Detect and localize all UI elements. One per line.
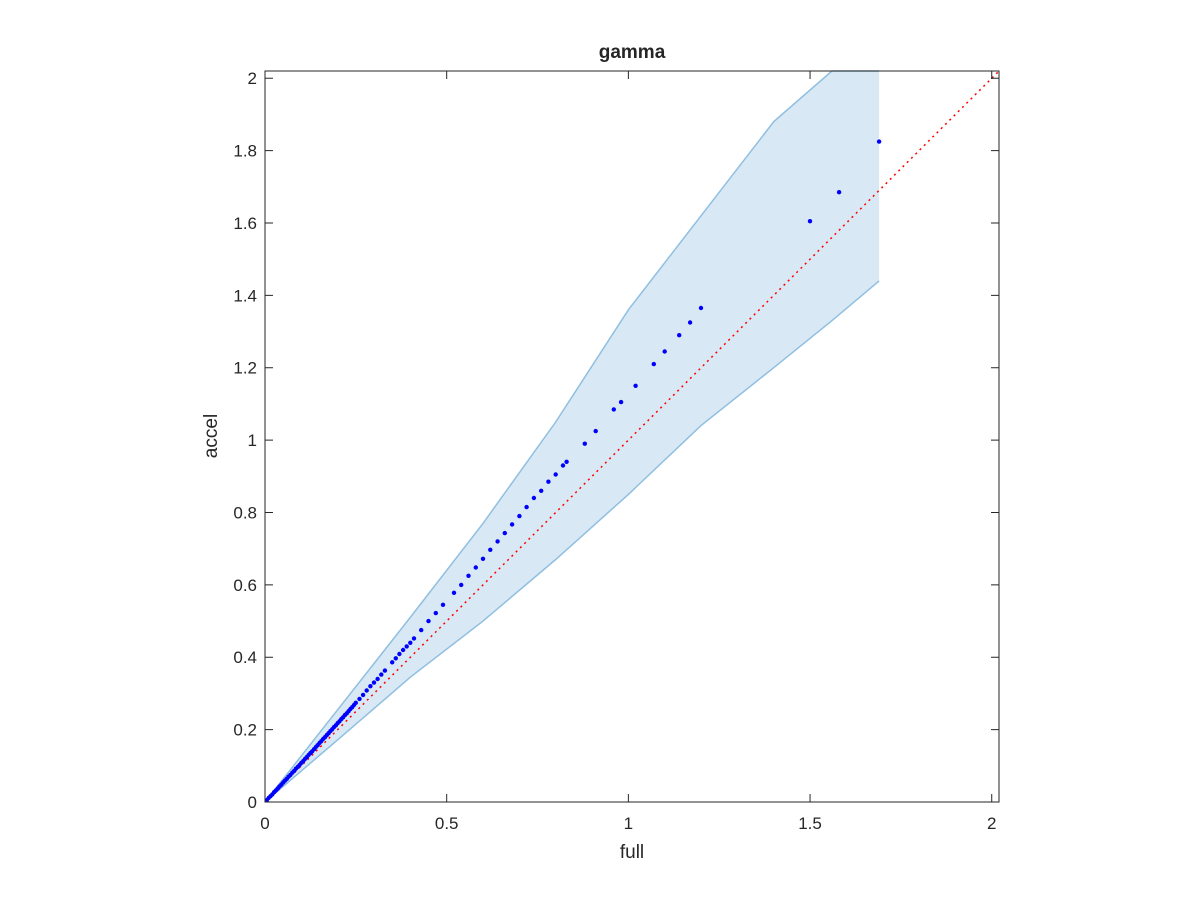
data-point (687, 320, 693, 325)
band-lower-edge (264, 280, 880, 803)
data-point (651, 361, 656, 367)
x-tick-label: 1.5 (798, 814, 822, 833)
y-tick-label: 0.8 (233, 503, 257, 522)
y-tick-label: 1.4 (233, 286, 257, 305)
data-point (371, 680, 377, 685)
reference-line (264, 70, 1000, 803)
data-point (480, 556, 486, 561)
data-point (662, 349, 667, 354)
data-point (364, 688, 369, 693)
y-axis-label: accel (201, 414, 222, 458)
data-point (451, 590, 457, 595)
data-point (390, 660, 395, 665)
y-tick-label: 1 (248, 431, 257, 450)
data-point (593, 428, 598, 434)
x-tick-label: 2 (987, 814, 996, 833)
data-point (836, 190, 842, 195)
data-point (618, 399, 624, 405)
data-point (440, 602, 446, 607)
reference-line-layer (264, 70, 1000, 803)
data-point (433, 610, 438, 616)
confidence-band-layer (264, 70, 880, 803)
data-point (698, 305, 704, 311)
band-upper-edge (264, 70, 880, 803)
data-point (404, 644, 409, 649)
data-point (473, 565, 478, 570)
data-point (411, 636, 417, 641)
data-point (382, 668, 388, 673)
data-point (531, 495, 537, 501)
data-point (459, 582, 464, 588)
data-point (539, 488, 544, 493)
y-tick-label: 0.6 (233, 576, 257, 595)
y-tick-label: 1.8 (233, 142, 257, 161)
data-point (495, 539, 500, 544)
data-point (408, 640, 413, 645)
data-point (524, 504, 529, 510)
data-point (876, 139, 882, 144)
x-tick-label: 1 (624, 814, 633, 833)
data-point (357, 696, 362, 702)
x-axis-label: full (620, 842, 644, 863)
axis-ticks: 0 0.5 1 1.5 2 0 0.2 0.4 0.6 0.8 1 1.2 1.4 1.6 1.8 2 (233, 69, 999, 833)
data-point (560, 463, 566, 468)
data-point (368, 684, 373, 689)
y-tick-label: 0.4 (233, 648, 257, 667)
data-point (509, 522, 515, 527)
data-point (419, 627, 424, 633)
y-tick-label: 1.2 (233, 359, 257, 378)
data-point (426, 618, 431, 624)
data-point (400, 647, 406, 653)
data-points-layer (264, 139, 882, 803)
data-point (375, 676, 380, 682)
y-tick-label: 0 (248, 793, 257, 812)
confidence-band-fill (265, 71, 880, 802)
data-point (564, 459, 569, 464)
data-point (488, 547, 493, 552)
data-point (677, 333, 682, 338)
data-point (466, 573, 471, 578)
data-point (807, 219, 813, 224)
x-tick-label: 0 (260, 814, 269, 833)
data-point (546, 479, 551, 484)
data-point (353, 700, 358, 705)
y-tick-label: 1.6 (233, 214, 257, 233)
data-point (393, 656, 398, 661)
data-point (553, 472, 558, 477)
x-tick-label: 0.5 (435, 814, 459, 833)
axes-box (264, 70, 1000, 803)
data-point (517, 513, 522, 519)
data-point (502, 530, 507, 536)
data-point (582, 441, 587, 446)
data-point (397, 651, 402, 657)
chart-title: gamma (599, 42, 666, 63)
data-point (379, 672, 384, 677)
data-point (633, 383, 638, 388)
y-tick-label: 0.2 (233, 721, 257, 740)
data-point (611, 407, 616, 412)
y-tick-label: 2 (248, 69, 257, 88)
data-point (360, 692, 366, 698)
